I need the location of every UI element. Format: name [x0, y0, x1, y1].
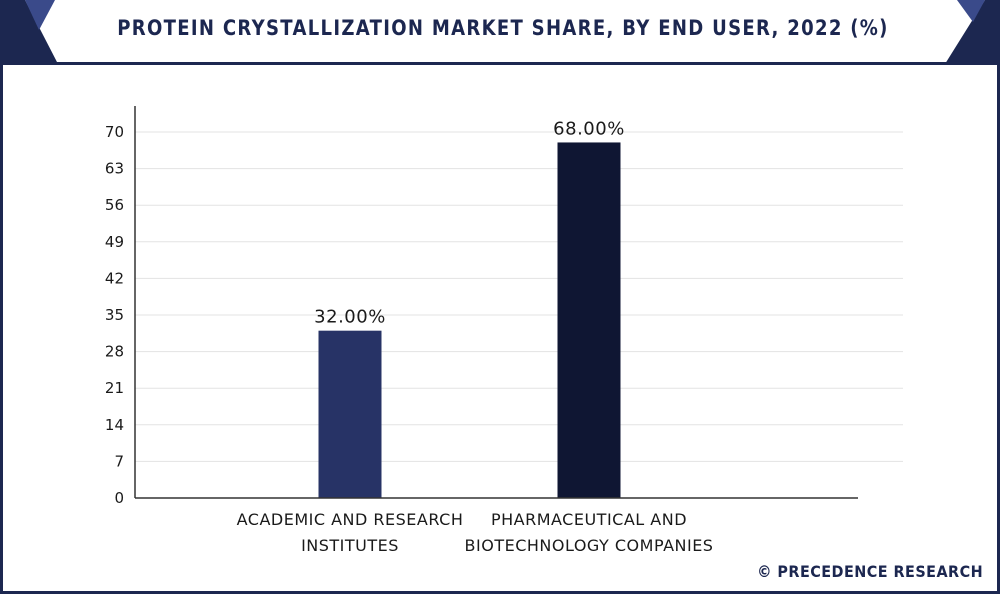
- y-tick-label: 63: [105, 160, 124, 178]
- x-category-label: BIOTECHNOLOGY COMPANIES: [465, 536, 714, 555]
- bar-0: [318, 330, 382, 498]
- y-tick-label: 28: [105, 343, 124, 361]
- y-tick-label: 0: [114, 489, 124, 507]
- y-tick-label: 56: [105, 196, 124, 214]
- source-credit: © PRECEDENCE RESEARCH: [757, 562, 983, 581]
- bar-1: [557, 142, 621, 498]
- x-category-label: INSTITUTES: [301, 536, 399, 555]
- y-tick-label: 7: [114, 452, 124, 470]
- right-corner-decoration: [945, 0, 997, 64]
- y-tick-label: 70: [105, 123, 124, 141]
- x-category-label: ACADEMIC AND RESEARCH: [237, 510, 464, 529]
- chart-header: PROTEIN CRYSTALLIZATION MARKET SHARE, BY…: [3, 0, 997, 64]
- x-category-label: PHARMACEUTICAL AND: [491, 510, 687, 529]
- left-corner-decoration: [3, 0, 58, 64]
- bar-chart: 0 7 14 21 28 35 42 49 56 63 70 32.00% ACADEMIC AND R…: [105, 106, 903, 555]
- y-tick-label: 49: [105, 233, 124, 251]
- y-tick-label: 35: [105, 306, 124, 324]
- data-label-1: 68.00%: [553, 118, 625, 139]
- header-divider: [3, 62, 997, 65]
- y-tick-label: 21: [105, 379, 124, 397]
- y-tick-label: 14: [105, 416, 124, 434]
- y-tick-label: 42: [105, 269, 124, 287]
- chart-title: PROTEIN CRYSTALLIZATION MARKET SHARE, BY…: [117, 16, 889, 40]
- data-label-0: 32.00%: [314, 307, 386, 328]
